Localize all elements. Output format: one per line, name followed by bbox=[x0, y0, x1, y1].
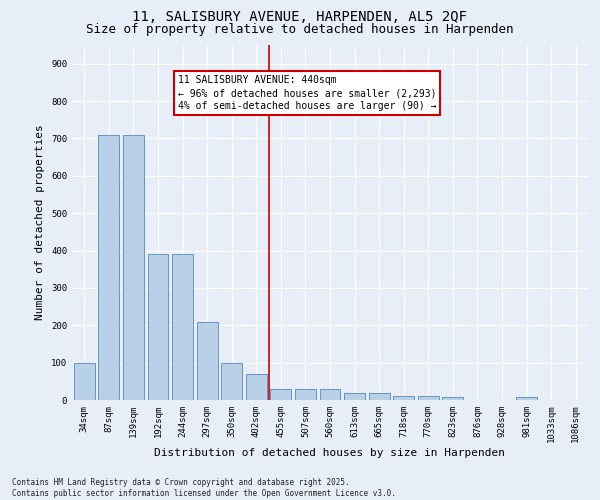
Bar bbox=[295, 389, 316, 400]
Bar bbox=[344, 392, 365, 400]
Bar bbox=[246, 374, 267, 400]
Text: Size of property relative to detached houses in Harpenden: Size of property relative to detached ho… bbox=[86, 22, 514, 36]
Bar bbox=[516, 398, 537, 400]
Y-axis label: Number of detached properties: Number of detached properties bbox=[35, 124, 46, 320]
Text: 11, SALISBURY AVENUE, HARPENDEN, AL5 2QF: 11, SALISBURY AVENUE, HARPENDEN, AL5 2QF bbox=[133, 10, 467, 24]
Text: Contains HM Land Registry data © Crown copyright and database right 2025.
Contai: Contains HM Land Registry data © Crown c… bbox=[12, 478, 396, 498]
Bar bbox=[418, 396, 439, 400]
X-axis label: Distribution of detached houses by size in Harpenden: Distribution of detached houses by size … bbox=[155, 448, 505, 458]
Bar bbox=[172, 254, 193, 400]
Bar bbox=[98, 134, 119, 400]
Bar bbox=[271, 389, 292, 400]
Bar bbox=[442, 397, 463, 400]
Bar bbox=[320, 389, 340, 400]
Bar bbox=[368, 392, 389, 400]
Bar bbox=[197, 322, 218, 400]
Text: 11 SALISBURY AVENUE: 440sqm
← 96% of detached houses are smaller (2,293)
4% of s: 11 SALISBURY AVENUE: 440sqm ← 96% of det… bbox=[178, 75, 436, 112]
Bar bbox=[123, 134, 144, 400]
Bar bbox=[221, 362, 242, 400]
Bar bbox=[393, 396, 414, 400]
Bar bbox=[74, 362, 95, 400]
Bar bbox=[148, 254, 169, 400]
